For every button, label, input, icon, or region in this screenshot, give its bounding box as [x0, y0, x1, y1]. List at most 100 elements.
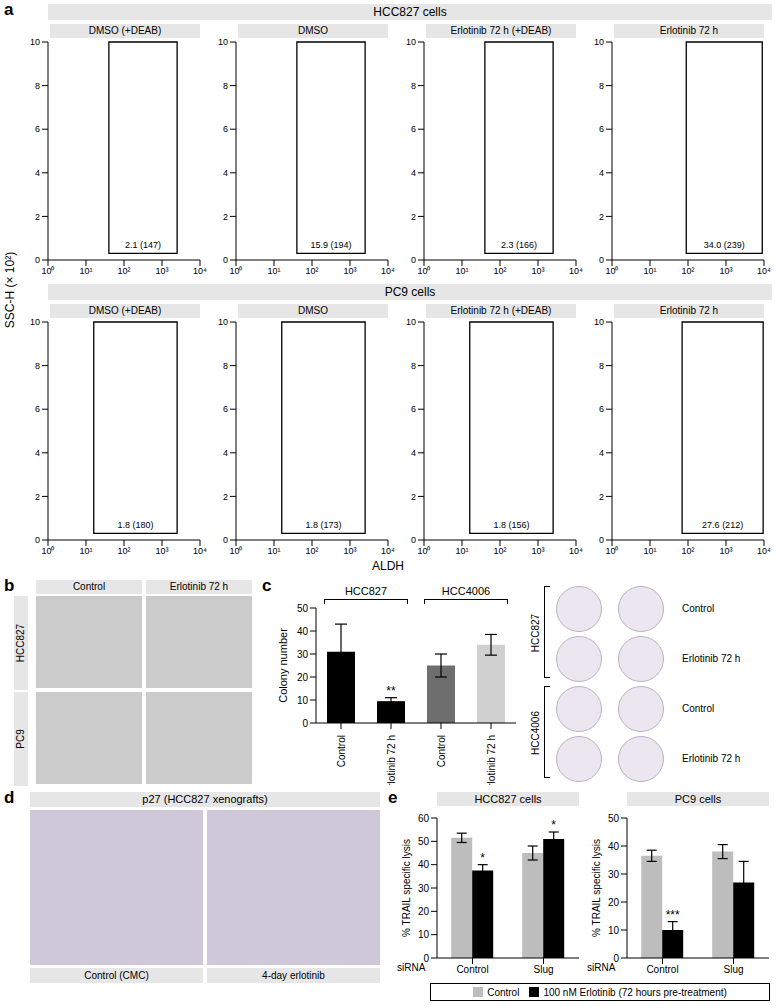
svg-text:10⁰: 10⁰ [605, 266, 618, 276]
svg-text:10¹: 10¹ [455, 266, 468, 276]
svg-text:0: 0 [411, 255, 416, 265]
svg-text:10: 10 [608, 925, 620, 936]
svg-text:50: 50 [418, 836, 430, 847]
svg-text:10: 10 [406, 38, 416, 47]
svg-text:1.8 (156): 1.8 (156) [493, 520, 529, 530]
svg-text:10⁰: 10⁰ [417, 546, 430, 556]
svg-text:10³: 10³ [155, 266, 168, 276]
svg-text:***: *** [666, 908, 680, 922]
svg-text:10¹: 10¹ [267, 546, 280, 556]
svg-text:0: 0 [613, 953, 619, 964]
svg-text:0: 0 [302, 718, 308, 729]
svg-text:2.1 (147): 2.1 (147) [125, 240, 161, 250]
svg-text:10¹: 10¹ [267, 266, 280, 276]
svg-text:10: 10 [594, 38, 604, 47]
svg-text:6: 6 [599, 404, 604, 414]
svg-text:4: 4 [35, 168, 40, 178]
svg-text:15.9 (194): 15.9 (194) [310, 240, 351, 250]
svg-text:10⁴: 10⁴ [193, 546, 207, 556]
svg-text:0: 0 [223, 255, 228, 265]
svg-text:0: 0 [223, 535, 228, 545]
svg-text:27.6 (212): 27.6 (212) [702, 520, 743, 530]
svg-text:Erlotinib 72 h: Erlotinib 72 h [386, 735, 397, 785]
svg-text:20: 20 [297, 672, 309, 683]
svg-text:Slug: Slug [723, 964, 743, 975]
svg-text:10¹: 10¹ [455, 546, 468, 556]
svg-text:60: 60 [418, 813, 430, 824]
svg-text:50: 50 [608, 813, 620, 824]
svg-text:10⁰: 10⁰ [605, 546, 618, 556]
svg-text:10²: 10² [493, 266, 506, 276]
svg-text:2: 2 [411, 212, 416, 222]
svg-text:10: 10 [297, 695, 309, 706]
svg-text:10⁴: 10⁴ [757, 546, 768, 556]
svg-text:10: 10 [594, 318, 604, 327]
svg-text:6: 6 [411, 404, 416, 414]
svg-text:4: 4 [599, 168, 604, 178]
svg-text:4: 4 [411, 168, 416, 178]
svg-text:6: 6 [35, 124, 40, 134]
svg-text:6: 6 [223, 124, 228, 134]
svg-text:10²: 10² [681, 546, 694, 556]
svg-text:Slug: Slug [533, 964, 553, 975]
svg-text:Control: Control [456, 964, 488, 975]
svg-text:8: 8 [599, 361, 604, 371]
svg-text:10⁰: 10⁰ [41, 546, 54, 556]
svg-text:30: 30 [297, 649, 309, 660]
svg-text:0: 0 [35, 255, 40, 265]
svg-text:% TRAIL specific lysis: % TRAIL specific lysis [401, 839, 412, 937]
svg-text:6: 6 [599, 124, 604, 134]
svg-text:10⁰: 10⁰ [229, 546, 242, 556]
svg-text:1.8 (173): 1.8 (173) [305, 520, 341, 530]
svg-text:10⁴: 10⁴ [569, 266, 583, 276]
svg-text:10⁴: 10⁴ [193, 266, 207, 276]
svg-text:Control: Control [336, 735, 347, 767]
svg-text:10: 10 [218, 318, 228, 327]
svg-text:4: 4 [223, 448, 228, 458]
svg-text:8: 8 [223, 361, 228, 371]
svg-text:8: 8 [411, 361, 416, 371]
svg-text:10¹: 10¹ [643, 266, 656, 276]
svg-text:Control: Control [646, 964, 678, 975]
svg-text:10: 10 [418, 929, 430, 940]
svg-text:10⁰: 10⁰ [229, 266, 242, 276]
svg-text:8: 8 [223, 81, 228, 91]
svg-text:10³: 10³ [155, 546, 168, 556]
svg-text:0: 0 [599, 535, 604, 545]
svg-text:10¹: 10¹ [643, 546, 656, 556]
svg-text:8: 8 [35, 81, 40, 91]
svg-text:10¹: 10¹ [79, 266, 92, 276]
svg-text:10³: 10³ [343, 546, 356, 556]
svg-text:40: 40 [297, 626, 309, 637]
svg-text:*: * [480, 851, 485, 865]
svg-text:6: 6 [223, 404, 228, 414]
svg-text:2: 2 [223, 212, 228, 222]
svg-text:% TRAIL specific lysis: % TRAIL specific lysis [591, 839, 602, 937]
svg-text:0: 0 [411, 535, 416, 545]
svg-text:10³: 10³ [719, 266, 732, 276]
svg-text:0: 0 [599, 255, 604, 265]
svg-text:0: 0 [35, 535, 40, 545]
svg-text:10⁴: 10⁴ [569, 546, 583, 556]
svg-text:50: 50 [297, 603, 309, 614]
svg-text:8: 8 [599, 81, 604, 91]
svg-text:10¹: 10¹ [79, 546, 92, 556]
svg-text:2.3 (166): 2.3 (166) [501, 240, 537, 250]
svg-text:2: 2 [599, 212, 604, 222]
svg-text:30: 30 [418, 883, 430, 894]
svg-text:4: 4 [35, 448, 40, 458]
svg-text:*: * [551, 818, 556, 832]
svg-text:10²: 10² [117, 266, 130, 276]
svg-text:10²: 10² [117, 546, 130, 556]
svg-text:10²: 10² [681, 266, 694, 276]
svg-text:8: 8 [411, 81, 416, 91]
svg-text:10³: 10³ [719, 546, 732, 556]
svg-text:2: 2 [35, 212, 40, 222]
svg-text:10²: 10² [493, 546, 506, 556]
svg-text:0: 0 [423, 953, 429, 964]
svg-text:40: 40 [418, 859, 430, 870]
svg-text:20: 20 [418, 906, 430, 917]
svg-text:4: 4 [599, 448, 604, 458]
svg-text:10: 10 [218, 38, 228, 47]
svg-text:10²: 10² [305, 266, 318, 276]
